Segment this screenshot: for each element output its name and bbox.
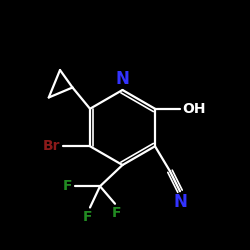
Text: F: F <box>112 206 121 220</box>
Text: F: F <box>63 179 72 193</box>
Text: OH: OH <box>182 102 206 116</box>
Text: N: N <box>116 70 130 87</box>
Text: N: N <box>173 193 187 211</box>
Text: F: F <box>83 210 92 224</box>
Text: Br: Br <box>42 139 60 153</box>
